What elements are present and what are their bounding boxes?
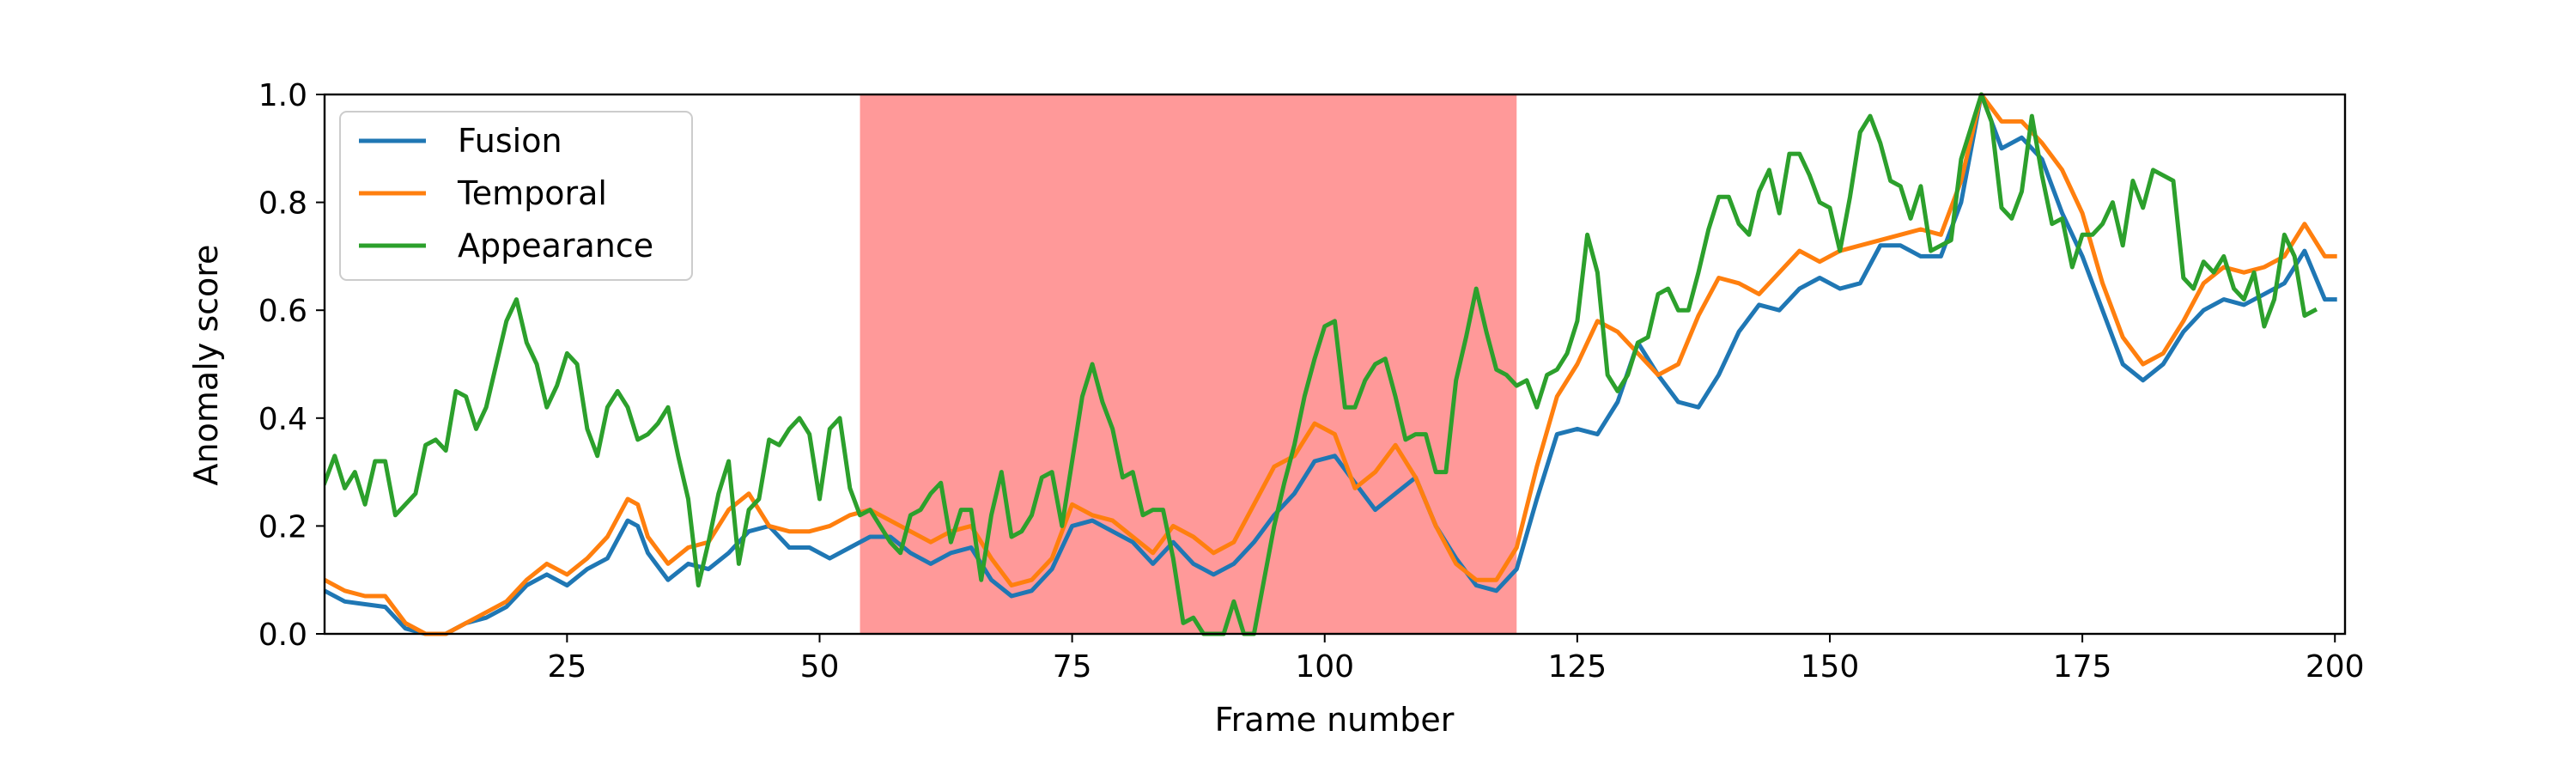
y-tick-label-0.6: 0.6	[258, 294, 307, 329]
anomaly-region	[860, 94, 1517, 634]
y-tick-label-0.8: 0.8	[258, 186, 307, 222]
y-tick-label-0.0: 0.0	[258, 618, 307, 653]
x-tick-label-25: 25	[547, 649, 586, 685]
x-tick-label-175: 175	[2053, 649, 2112, 685]
y-tick-label-0.4: 0.4	[258, 402, 307, 437]
y-tick-label-1.0: 1.0	[258, 78, 307, 113]
legend-box	[339, 111, 693, 281]
x-tick-label-100: 100	[1295, 649, 1354, 685]
x-tick-label-50: 50	[800, 649, 840, 685]
series-line-temporal	[325, 92, 2337, 636]
legend-label-fusion: Fusion	[458, 122, 562, 160]
legend-label-appearance: Appearance	[458, 227, 653, 265]
y-tick-label-0.2: 0.2	[258, 509, 307, 545]
x-axis-label: Frame number	[1215, 701, 1455, 739]
series-line-appearance	[325, 92, 2318, 636]
axes-frame	[323, 93, 2347, 636]
x-tick-label-125: 125	[1548, 649, 1607, 685]
legend-label-temporal: Temporal	[457, 174, 607, 212]
x-tick-label-200: 200	[2306, 649, 2365, 685]
series-line-fusion	[325, 92, 2337, 636]
y-axis-label: Anomaly score	[187, 245, 225, 486]
x-tick-label-75: 75	[1053, 649, 1092, 685]
plot-area: 25 50 75 100 125 150 175 200 0.0 0.2 0.4 0.6 0.8 1.0 F…	[258, 78, 2365, 685]
x-tick-label-150: 150	[1801, 649, 1860, 685]
